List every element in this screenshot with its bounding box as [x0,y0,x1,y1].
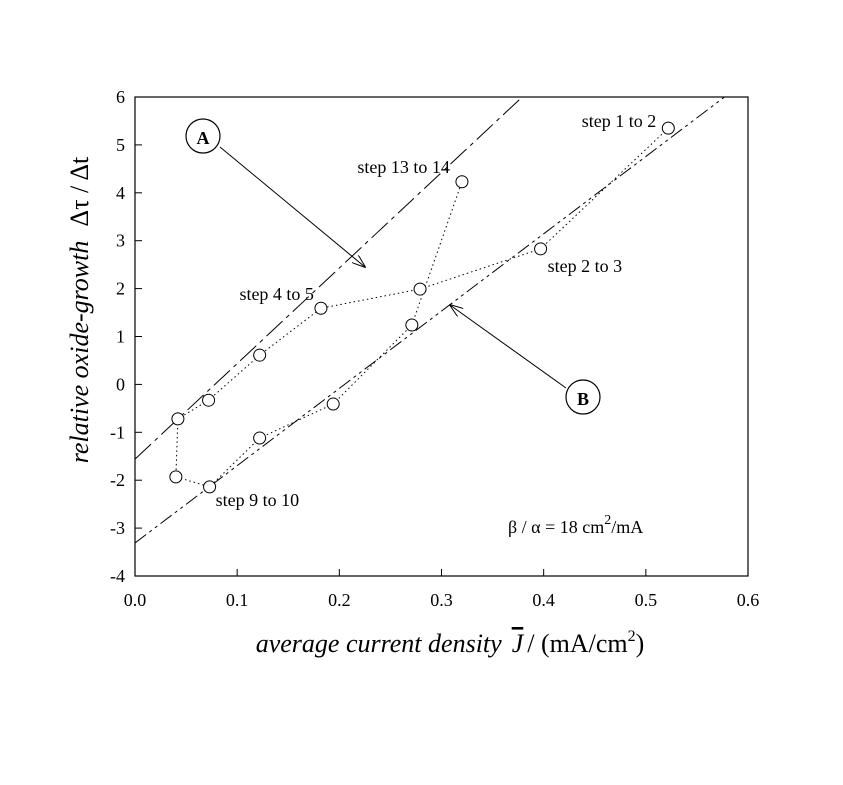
data-point [455,175,469,189]
x-label-text: average current density [256,629,502,658]
annotation: β / α = 18 cm2/mA [508,513,643,537]
point-label: step 13 to 14 [357,157,450,177]
data-point [534,242,548,256]
y-tick-label: -4 [110,566,125,586]
y-tick-label: 3 [116,231,125,251]
data-point [326,397,340,411]
x-label-close: ) [636,629,645,658]
fit-line [134,96,725,544]
y-tick-label: 1 [116,327,125,347]
annotation-text: β / α = 18 cm [508,517,604,537]
x-tick-label: 0.2 [328,590,351,610]
line-name: B [577,389,589,409]
point-label: step 4 to 5 [239,284,314,304]
y-tick-label: 4 [116,183,125,203]
point-label: step 9 to 10 [216,490,300,510]
y-tick-label: 6 [116,87,125,107]
y-tick-label: -3 [110,518,125,538]
x-tick-label: 0.3 [430,590,453,610]
x-label-symbol: J [512,629,525,658]
y-tick-label: 2 [116,279,125,299]
data-point [405,318,419,332]
y-tick-label: 0 [116,374,125,394]
line-name-circle [185,118,221,154]
x-tick-label: 0.0 [124,590,147,610]
x-tick-label: 0.1 [226,590,249,610]
y-label-symbol: Δτ / Δt [65,156,94,227]
fit-line [134,96,523,460]
data-point [171,412,185,426]
line-name-circle [565,379,601,415]
y-tick-label: -2 [110,470,125,490]
x-tick-label: 0.4 [532,590,555,610]
step-path [175,127,669,488]
annotation-unit: /mA [611,517,643,537]
x-label-unit: / (mA/cm [527,629,627,658]
data-point [253,348,267,362]
x-axis-label: average current density J / (mA/cm2) [256,628,645,658]
x-tick-label: 0.6 [737,590,760,610]
y-label-text: relative oxide-growth [65,241,94,464]
data-point [314,301,328,315]
svg-text:relative oxide-growthΔτ / Δt: relative oxide-growth Δτ / Δt [65,156,94,463]
data-point [661,121,675,135]
data-point [253,431,267,445]
arrow-a [219,146,365,267]
arrow-b [450,305,567,389]
data-point [203,480,217,494]
y-tick-label: -1 [110,422,125,442]
x-label-sup: 2 [628,628,636,645]
data-point [202,393,216,407]
y-tick-label: 5 [116,135,125,155]
data-point [413,282,427,296]
line-name: A [197,128,210,148]
y-axis-label: relative oxide-growth Δτ / Δt [65,156,94,463]
point-label: step 2 to 3 [548,256,623,276]
point-label: step 1 to 2 [582,111,657,131]
annotation-sup: 2 [604,513,611,528]
data-point [169,470,183,484]
x-tick-label: 0.5 [635,590,658,610]
